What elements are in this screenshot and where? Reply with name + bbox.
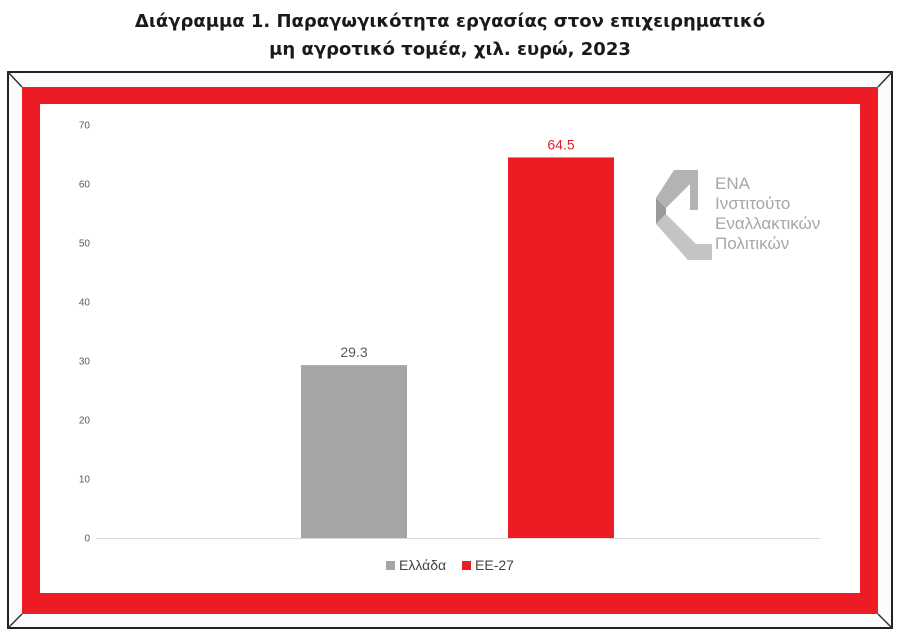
y-tick-label: 10 bbox=[79, 475, 91, 486]
y-tick-label: 40 bbox=[79, 298, 91, 309]
legend-swatch-greece bbox=[386, 561, 396, 570]
y-tick-label: 30 bbox=[79, 357, 91, 368]
legend-label-eu27: ΕΕ-27 bbox=[475, 557, 514, 573]
y-tick-label: 60 bbox=[79, 180, 91, 191]
legend-item-eu27: ΕΕ-27 bbox=[462, 557, 514, 573]
title-line-1: Διάγραμμα 1. Παραγωγικότητα εργασίας στο… bbox=[134, 11, 766, 32]
chart-legend: Ελλάδα ΕΕ-27 bbox=[0, 557, 900, 573]
logo-line-1: ΕΝΑ bbox=[715, 174, 750, 193]
logo-text: ΕΝΑ Ινστιτούτο Εναλλακτικών Πολιτικών bbox=[715, 174, 820, 254]
y-tick-label: 70 bbox=[79, 121, 91, 132]
data-label-eu27: 64.5 bbox=[547, 136, 574, 152]
bar-eu27 bbox=[508, 157, 614, 538]
legend-swatch-eu27 bbox=[462, 561, 472, 570]
logo-line-3: Εναλλακτικών bbox=[715, 214, 821, 233]
legend-label-greece: Ελλάδα bbox=[399, 557, 447, 573]
ena-logo: ΕΝΑ Ινστιτούτο Εναλλακτικών Πολιτικών bbox=[656, 170, 846, 270]
y-tick-label: 0 bbox=[84, 534, 90, 545]
data-label-greece: 29.3 bbox=[340, 344, 367, 360]
y-tick-label: 50 bbox=[79, 239, 91, 250]
chart-title: Διάγραμμα 1. Παραγωγικότητα εργασίας στο… bbox=[0, 8, 900, 64]
title-line-2: μη αγροτικό τομέα, χιλ. ευρώ, 2023 bbox=[269, 39, 631, 60]
y-tick-label: 20 bbox=[79, 416, 91, 427]
bar-greece bbox=[301, 365, 407, 538]
ena-logo-icon bbox=[656, 170, 714, 260]
legend-item-greece: Ελλάδα bbox=[386, 557, 446, 573]
logo-line-4: Πολιτικών bbox=[715, 234, 790, 253]
plot-panel bbox=[40, 104, 860, 593]
logo-line-2: Ινστιτούτο bbox=[715, 194, 791, 213]
